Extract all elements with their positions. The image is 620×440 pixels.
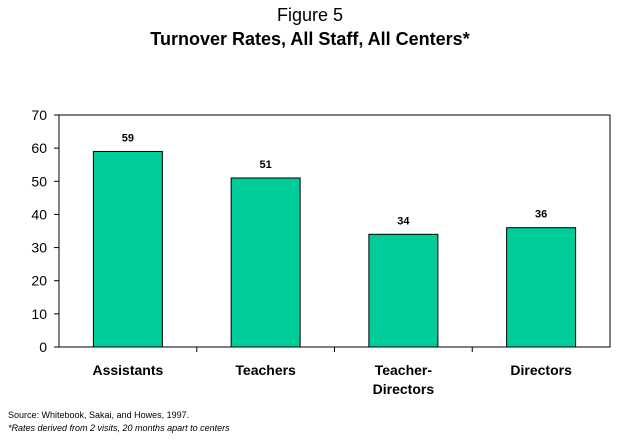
- bar-teacher-directors: [368, 233, 439, 348]
- bar-directors: [506, 227, 577, 348]
- y-tick-label: 20: [31, 273, 47, 289]
- data-label: 51: [260, 159, 272, 171]
- y-tick-label: 50: [31, 173, 47, 189]
- category-label: Assistants: [92, 362, 163, 378]
- y-tick-label: 0: [39, 339, 47, 355]
- data-label: 59: [122, 132, 134, 144]
- y-tick-label: 30: [31, 240, 47, 256]
- category-label: Teacher-Directors: [373, 362, 435, 397]
- footnote: *Rates derived from 2 visits, 20 months …: [8, 423, 230, 433]
- category-label: Teachers: [235, 362, 296, 378]
- y-tick-label: 60: [31, 140, 47, 156]
- y-tick-label: 10: [31, 306, 47, 322]
- figure-label: Figure 5: [276, 5, 344, 25]
- chart-title: Turnover Rates, All Staff, All Centers*: [150, 29, 470, 49]
- bar-assistants: [92, 150, 163, 348]
- bar-teachers: [230, 177, 301, 348]
- y-tick-label: 40: [31, 206, 47, 222]
- source-note: Source: Whitebook, Sakai, and Howes, 199…: [8, 410, 190, 420]
- data-label: 36: [535, 209, 547, 221]
- category-label: Directors: [510, 362, 572, 378]
- data-label: 34: [397, 215, 410, 227]
- y-tick-label: 70: [31, 107, 47, 123]
